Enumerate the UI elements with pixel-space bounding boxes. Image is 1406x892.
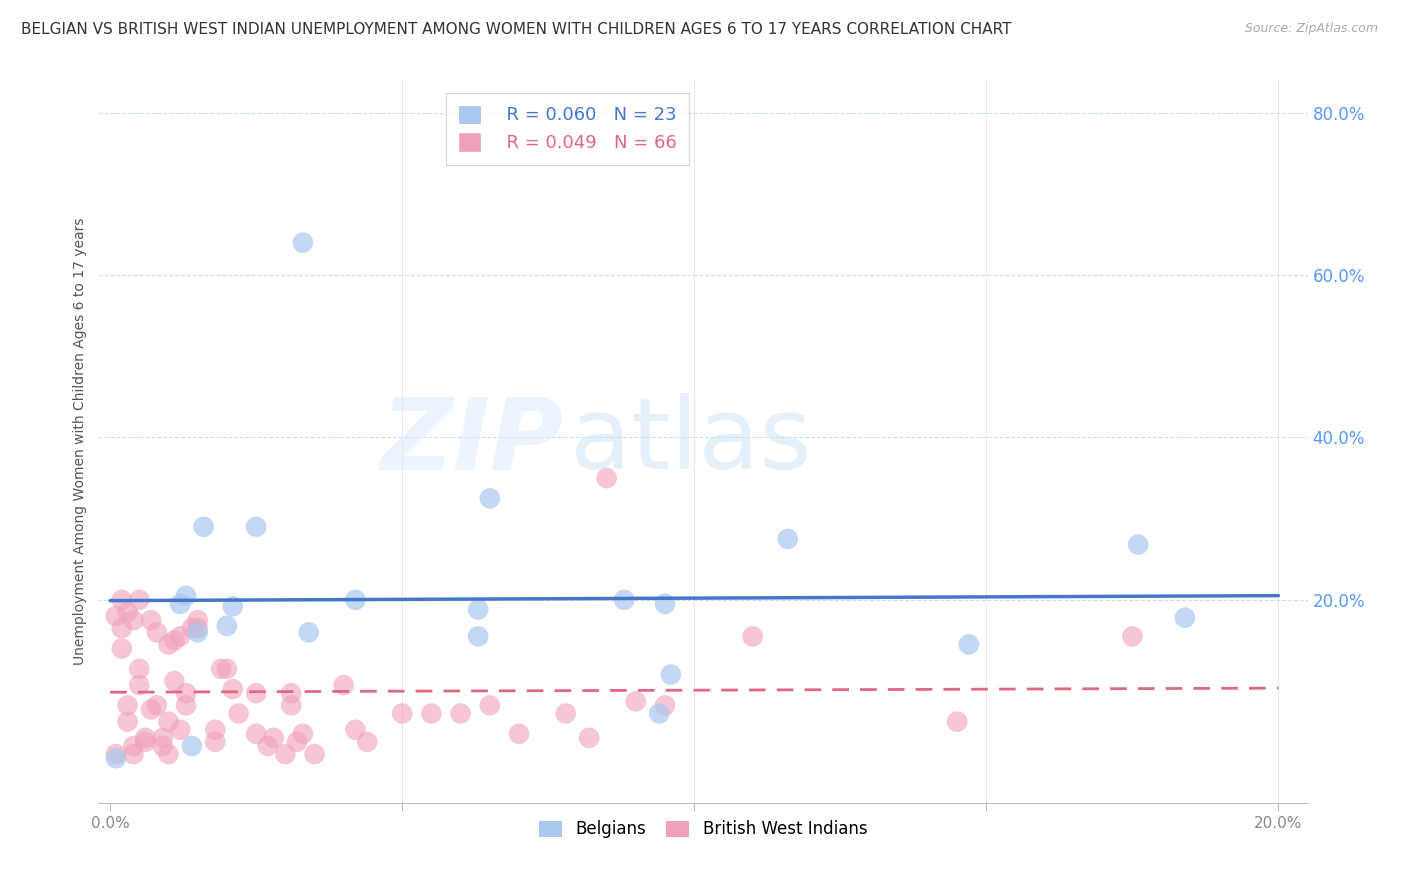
Point: [128, 678, 150, 692]
Point: [467, 602, 489, 616]
Point: [122, 747, 145, 761]
Point: [104, 747, 127, 761]
Point: [111, 592, 134, 607]
Point: [946, 714, 969, 729]
Point: [128, 662, 150, 676]
Point: [291, 727, 314, 741]
Point: [274, 747, 297, 761]
Point: [256, 739, 278, 753]
Point: [152, 739, 174, 753]
Point: [356, 735, 378, 749]
Point: [122, 739, 145, 753]
Point: [134, 731, 156, 745]
Point: [128, 592, 150, 607]
Point: [193, 520, 215, 534]
Legend: Belgians, British West Indians: Belgians, British West Indians: [531, 814, 875, 845]
Point: [111, 621, 134, 635]
Point: [117, 698, 139, 713]
Point: [174, 698, 197, 713]
Point: [187, 625, 209, 640]
Point: [776, 532, 799, 546]
Point: [245, 520, 267, 534]
Point: [163, 673, 186, 688]
Point: [204, 735, 226, 749]
Point: [146, 698, 169, 713]
Point: [215, 662, 238, 676]
Point: [654, 597, 676, 611]
Point: [595, 471, 617, 485]
Point: [187, 613, 209, 627]
Point: [391, 706, 413, 721]
Point: [228, 706, 250, 721]
Point: [222, 682, 245, 697]
Point: [344, 592, 367, 607]
Point: [222, 599, 245, 614]
Point: [285, 735, 308, 749]
Point: [280, 686, 302, 700]
Point: [741, 629, 763, 643]
Point: [104, 751, 127, 765]
Text: atlas: atlas: [569, 393, 811, 490]
Point: [134, 735, 156, 749]
Point: [332, 678, 354, 692]
Point: [174, 589, 197, 603]
Point: [245, 686, 267, 700]
Text: Source: ZipAtlas.com: Source: ZipAtlas.com: [1244, 22, 1378, 36]
Point: [654, 698, 676, 713]
Point: [157, 714, 180, 729]
Point: [613, 592, 636, 607]
Point: [139, 702, 162, 716]
Point: [117, 605, 139, 619]
Point: [1128, 538, 1150, 552]
Point: [957, 638, 980, 652]
Point: [554, 706, 576, 721]
Point: [298, 625, 321, 640]
Point: [291, 235, 314, 250]
Point: [204, 723, 226, 737]
Point: [174, 686, 197, 700]
Point: [169, 723, 191, 737]
Point: [450, 706, 472, 721]
Point: [117, 714, 139, 729]
Point: [508, 727, 530, 741]
Point: [180, 739, 202, 753]
Point: [648, 706, 671, 721]
Point: [280, 698, 302, 713]
Point: [157, 638, 180, 652]
Point: [624, 694, 647, 708]
Point: [215, 619, 238, 633]
Point: [263, 731, 285, 745]
Point: [1121, 629, 1143, 643]
Point: [659, 667, 682, 681]
Point: [478, 698, 501, 713]
Point: [157, 747, 180, 761]
Point: [180, 621, 202, 635]
Point: [187, 621, 209, 635]
Point: [122, 613, 145, 627]
Point: [169, 597, 191, 611]
Point: [152, 731, 174, 745]
Point: [478, 491, 501, 506]
Point: [139, 613, 162, 627]
Point: [1174, 610, 1197, 624]
Text: BELGIAN VS BRITISH WEST INDIAN UNEMPLOYMENT AMONG WOMEN WITH CHILDREN AGES 6 TO : BELGIAN VS BRITISH WEST INDIAN UNEMPLOYM…: [21, 22, 1011, 37]
Point: [169, 629, 191, 643]
Point: [146, 625, 169, 640]
Point: [344, 723, 367, 737]
Point: [304, 747, 326, 761]
Point: [420, 706, 443, 721]
Point: [467, 629, 489, 643]
Point: [578, 731, 600, 745]
Text: ZIP: ZIP: [381, 393, 564, 490]
Point: [245, 727, 267, 741]
Point: [104, 609, 127, 624]
Point: [111, 641, 134, 656]
Point: [163, 633, 186, 648]
Y-axis label: Unemployment Among Women with Children Ages 6 to 17 years: Unemployment Among Women with Children A…: [73, 218, 87, 665]
Point: [209, 662, 232, 676]
